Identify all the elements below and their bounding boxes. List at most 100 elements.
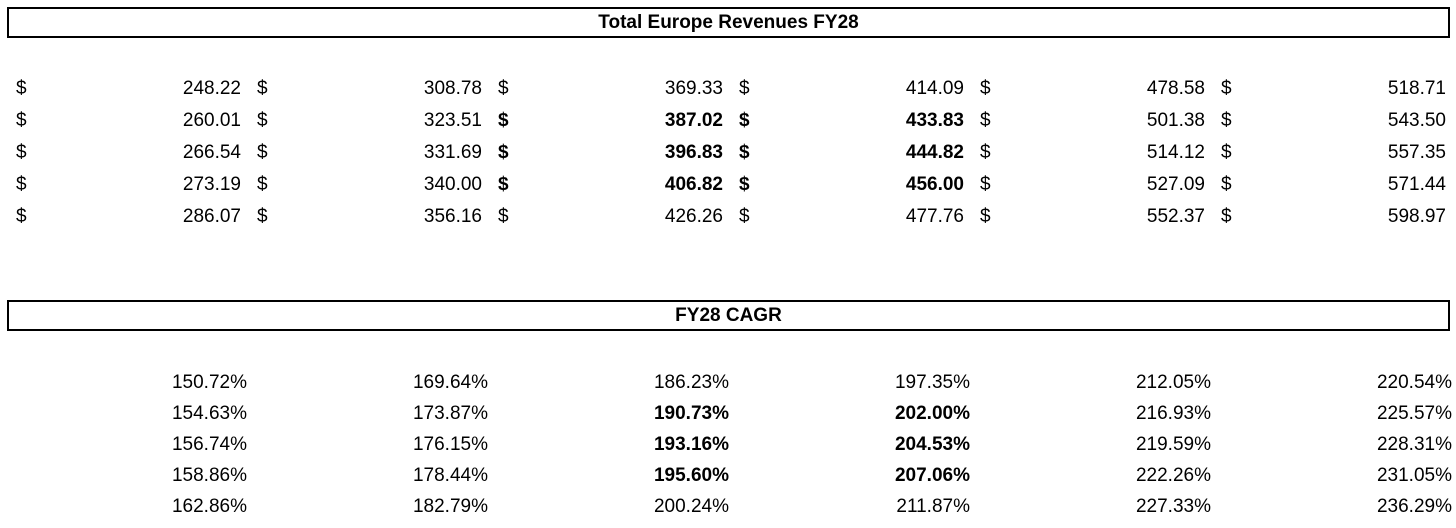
table-cell[interactable]: 197.35%: [731, 367, 972, 398]
cell-value: 236.29%: [1376, 496, 1452, 517]
cell-value: 598.97: [1387, 206, 1446, 227]
cell-value: 444.82: [905, 142, 964, 163]
cell-value: 193.16%: [653, 434, 729, 455]
table-cell[interactable]: 195.60%: [490, 460, 731, 491]
table-cell[interactable]: 150.72%: [8, 367, 249, 398]
cell-value: 260.01: [182, 110, 241, 131]
table-cell[interactable]: 173.87%: [249, 398, 490, 429]
table-cell[interactable]: $308.78: [249, 73, 490, 105]
table-cell[interactable]: $518.71: [1213, 73, 1454, 105]
table-cell[interactable]: $478.58: [972, 73, 1213, 105]
table-cell[interactable]: 225.57%: [1213, 398, 1454, 429]
table-cell[interactable]: $433.83: [731, 105, 972, 137]
table-cell[interactable]: 182.79%: [249, 491, 490, 522]
table-cell[interactable]: $396.83: [490, 137, 731, 169]
table-cell[interactable]: 154.63%: [8, 398, 249, 429]
currency-symbol: $: [739, 142, 750, 163]
revenues-title: Total Europe Revenues FY28: [7, 7, 1450, 38]
table-cell[interactable]: 227.33%: [972, 491, 1213, 522]
table-cell[interactable]: 212.05%: [972, 367, 1213, 398]
cell-value: 211.87%: [896, 496, 970, 517]
currency-symbol: $: [498, 110, 509, 131]
table-cell[interactable]: $369.33: [490, 73, 731, 105]
table-cell[interactable]: 162.86%: [8, 491, 249, 522]
table-cell[interactable]: $286.07: [8, 201, 249, 233]
cell-value: 323.51: [423, 110, 482, 131]
currency-symbol: $: [16, 174, 27, 195]
table-cell[interactable]: $331.69: [249, 137, 490, 169]
cell-value: 227.33%: [1135, 496, 1211, 517]
table-cell[interactable]: $456.00: [731, 169, 972, 201]
currency-symbol: $: [257, 174, 268, 195]
cell-value: 433.83: [905, 110, 964, 131]
cell-value: 456.00: [905, 174, 964, 195]
table-cell[interactable]: $414.09: [731, 73, 972, 105]
table-cell[interactable]: 216.93%: [972, 398, 1213, 429]
table-cell[interactable]: $426.26: [490, 201, 731, 233]
cell-value: 176.15%: [412, 434, 488, 455]
currency-symbol: $: [498, 206, 509, 227]
table-cell[interactable]: $501.38: [972, 105, 1213, 137]
currency-symbol: $: [16, 142, 27, 163]
table-cell[interactable]: $248.22: [8, 73, 249, 105]
currency-symbol: $: [1221, 78, 1232, 99]
cell-value: 222.26%: [1135, 465, 1211, 486]
table-row: $266.54 $331.69 $396.83 $444.82 $514.12 $557.…: [8, 137, 1448, 169]
table-cell[interactable]: 156.74%: [8, 429, 249, 460]
table-cell[interactable]: 236.29%: [1213, 491, 1454, 522]
cell-value: 173.87%: [412, 403, 488, 424]
table-cell[interactable]: 190.73%: [490, 398, 731, 429]
cell-value: 308.78: [423, 78, 482, 99]
cell-value: 216.93%: [1135, 403, 1211, 424]
table-cell[interactable]: 176.15%: [249, 429, 490, 460]
table-cell[interactable]: $527.09: [972, 169, 1213, 201]
table-cell[interactable]: 186.23%: [490, 367, 731, 398]
table-cell[interactable]: $406.82: [490, 169, 731, 201]
currency-symbol: $: [980, 110, 991, 131]
table-cell[interactable]: $444.82: [731, 137, 972, 169]
table-cell[interactable]: $340.00: [249, 169, 490, 201]
table-cell[interactable]: 219.59%: [972, 429, 1213, 460]
table-cell[interactable]: $273.19: [8, 169, 249, 201]
table-cell[interactable]: 200.24%: [490, 491, 731, 522]
table-cell[interactable]: 202.00%: [731, 398, 972, 429]
currency-symbol: $: [498, 78, 509, 99]
table-cell[interactable]: 207.06%: [731, 460, 972, 491]
table-cell[interactable]: 231.05%: [1213, 460, 1454, 491]
table-cell[interactable]: 222.26%: [972, 460, 1213, 491]
currency-symbol: $: [257, 78, 268, 99]
table-cell[interactable]: $571.44: [1213, 169, 1454, 201]
currency-symbol: $: [739, 174, 750, 195]
table-cell[interactable]: 193.16%: [490, 429, 731, 460]
table-cell[interactable]: $323.51: [249, 105, 490, 137]
table-cell[interactable]: $552.37: [972, 201, 1213, 233]
table-cell[interactable]: $356.16: [249, 201, 490, 233]
table-cell[interactable]: $266.54: [8, 137, 249, 169]
table-cell[interactable]: 158.86%: [8, 460, 249, 491]
table-cell[interactable]: $557.35: [1213, 137, 1454, 169]
table-cell[interactable]: $543.50: [1213, 105, 1454, 137]
table-cell[interactable]: 220.54%: [1213, 367, 1454, 398]
table-cell[interactable]: $260.01: [8, 105, 249, 137]
cell-value: 426.26: [664, 206, 723, 227]
currency-symbol: $: [739, 110, 750, 131]
table-cell[interactable]: 204.53%: [731, 429, 972, 460]
table-cell[interactable]: 211.87%: [731, 491, 972, 522]
table-cell[interactable]: $387.02: [490, 105, 731, 137]
currency-symbol: $: [498, 174, 509, 195]
table-cell[interactable]: $514.12: [972, 137, 1213, 169]
cell-value: 156.74%: [171, 434, 247, 455]
cagr-table: 150.72% 169.64% 186.23% 197.35% 212.05% 220.5…: [8, 367, 1452, 522]
table-cell[interactable]: 228.31%: [1213, 429, 1454, 460]
cell-value: 387.02: [664, 110, 723, 131]
table-cell[interactable]: $477.76: [731, 201, 972, 233]
table-cell[interactable]: 178.44%: [249, 460, 490, 491]
cell-value: 340.00: [423, 174, 482, 195]
table-cell[interactable]: 169.64%: [249, 367, 490, 398]
currency-symbol: $: [257, 206, 268, 227]
cell-value: 543.50: [1387, 110, 1446, 131]
table-cell[interactable]: $598.97: [1213, 201, 1454, 233]
table-row: $248.22 $308.78 $369.33 $414.09 $478.58 $518.…: [8, 73, 1448, 105]
cell-value: 477.76: [905, 206, 964, 227]
cell-value: 514.12: [1146, 142, 1205, 163]
